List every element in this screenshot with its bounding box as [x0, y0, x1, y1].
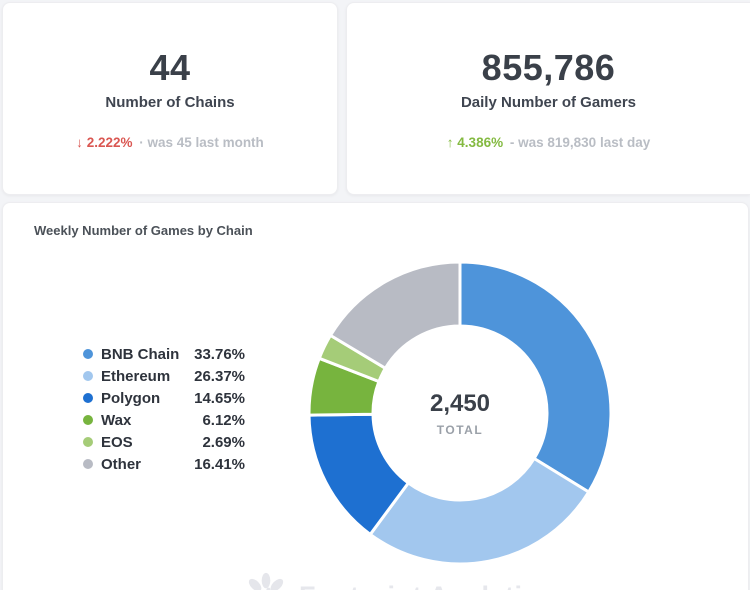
legend-item-bnb-chain[interactable]: BNB Chain 33.76% [83, 343, 245, 365]
legend-dot-wax [83, 415, 93, 425]
footprint-watermark: Footprint Analytics [241, 571, 554, 590]
gamers-count-value: 855,786 [481, 47, 616, 88]
legend-percent: 33.76% [194, 345, 245, 363]
donut-slice-ethereum[interactable] [368, 457, 591, 566]
legend-label: EOS [101, 433, 133, 451]
watermark-text: Footprint Analytics [299, 581, 554, 590]
legend-dot-polygon [83, 393, 93, 403]
stat-cards-row: 44 Number of Chains ↓ 2.222% · was 45 la… [2, 2, 750, 195]
chart-legend: BNB Chain 33.76% Ethereum 26.37% Polygon 14.6… [83, 343, 245, 475]
arrow-down-icon: ↓ [76, 135, 83, 150]
legend-percent: 14.65% [194, 389, 245, 407]
donut-slice-other[interactable] [328, 260, 462, 370]
gamers-change-row: ↑ 4.386% - was 819,830 last day [447, 135, 650, 150]
donut-slice-bnb-chain[interactable] [458, 260, 613, 494]
separator: - [509, 135, 515, 150]
legend-item-eos[interactable]: EOS 2.69% [83, 431, 245, 453]
gamers-change-context: was 819,830 last day [518, 135, 651, 150]
arrow-up-icon: ↑ [446, 135, 454, 150]
separator: · [139, 135, 144, 150]
gamers-count-label: Daily Number of Gamers [460, 94, 637, 111]
chains-stat-card: 44 Number of Chains ↓ 2.222% · was 45 la… [2, 2, 338, 195]
legend-label: BNB Chain [101, 345, 180, 363]
footprint-flower-icon [248, 572, 284, 590]
legend-dot-bnb-chain [83, 349, 93, 359]
legend-dot-eos [83, 437, 93, 447]
legend-percent: 26.37% [194, 367, 245, 385]
legend-label: Polygon [101, 389, 161, 407]
legend-percent: 2.69% [202, 433, 245, 451]
chart-title: Weekly Number of Games by Chain [34, 223, 253, 238]
legend-item-wax[interactable]: Wax 6.12% [83, 409, 245, 431]
chains-change-context: was 45 last month [147, 135, 264, 150]
donut-chart: 2,450 TOTAL [304, 257, 616, 569]
legend-percent: 16.41% [194, 455, 245, 473]
legend-label: Ethereum [101, 367, 171, 385]
legend-item-polygon[interactable]: Polygon 14.65% [83, 387, 245, 409]
donut-svg [307, 260, 613, 566]
legend-label: Other [101, 455, 142, 473]
gamers-stat-card: 855,786 Daily Number of Gamers ↑ 4.386% … [346, 2, 750, 195]
legend-dot-ethereum [83, 371, 93, 381]
legend-percent: 6.12% [202, 411, 245, 429]
games-by-chain-card: Weekly Number of Games by Chain BNB Chai… [2, 202, 749, 590]
legend-item-ethereum[interactable]: Ethereum 26.37% [83, 365, 245, 387]
legend-label: Wax [101, 411, 132, 429]
chains-change-percent: 2.222% [86, 135, 133, 150]
legend-item-other[interactable]: Other 16.41% [83, 453, 245, 475]
chains-change-row: ↓ 2.222% · was 45 last month [76, 135, 264, 150]
legend-dot-other [83, 459, 93, 469]
chains-count-value: 44 [149, 47, 191, 88]
chains-count-label: Number of Chains [105, 94, 235, 111]
gamers-change-percent: 4.386% [457, 135, 504, 150]
